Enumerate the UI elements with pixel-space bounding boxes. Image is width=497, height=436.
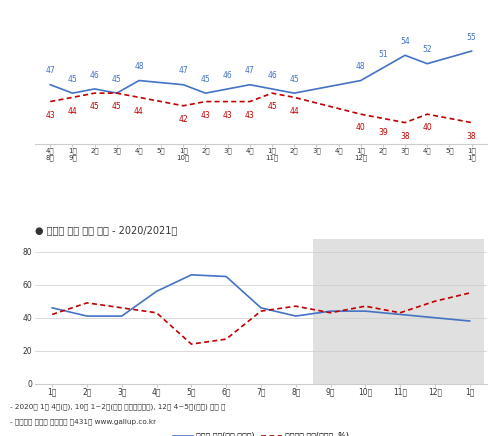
Text: 43: 43	[201, 111, 210, 120]
Text: 38: 38	[467, 132, 476, 141]
Text: 44: 44	[68, 107, 78, 116]
Text: 51: 51	[378, 50, 388, 59]
Text: 45: 45	[112, 75, 122, 84]
Text: 43: 43	[45, 111, 55, 120]
Text: 39: 39	[378, 128, 388, 136]
Text: 45: 45	[201, 75, 210, 84]
Text: 45: 45	[289, 75, 299, 84]
Text: 48: 48	[134, 62, 144, 71]
Bar	[313, 238, 484, 384]
Text: 45: 45	[112, 102, 122, 112]
Text: 43: 43	[245, 111, 255, 120]
Text: 40: 40	[356, 123, 366, 133]
Text: 47: 47	[245, 66, 255, 75]
Text: 47: 47	[178, 66, 188, 75]
Text: - 한국갤럽 데일리 오피니언 제431호 www.gallup.co.kr: - 한국갤럽 데일리 오피니언 제431호 www.gallup.co.kr	[10, 419, 156, 425]
Text: 42: 42	[178, 115, 188, 124]
Text: 45: 45	[90, 102, 99, 112]
Text: 46: 46	[223, 71, 233, 80]
Text: 44: 44	[289, 107, 299, 116]
Text: 55: 55	[467, 33, 477, 42]
Text: - 2020년 1월 4주(설), 10월 1~2주(추석 특별방역기간), 12월 4~5주(연말) 조사 쉼: - 2020년 1월 4주(설), 10월 1~2주(추석 특별방역기간), 1…	[10, 403, 225, 410]
Text: 52: 52	[422, 45, 432, 54]
Text: 38: 38	[400, 132, 410, 141]
Text: 46: 46	[267, 71, 277, 80]
Text: 46: 46	[90, 71, 99, 80]
Text: 45: 45	[68, 75, 78, 84]
Text: 40: 40	[422, 123, 432, 133]
Text: 54: 54	[400, 37, 410, 46]
Text: 44: 44	[134, 107, 144, 116]
Text: ● 대통령 직무 수행 평가 - 2020/2021년: ● 대통령 직무 수행 평가 - 2020/2021년	[35, 225, 177, 235]
Legend: 잘하고 있다(직무 긍정률), 잘못하고 있다(부정률, %): 잘하고 있다(직무 긍정률), 잘못하고 있다(부정률, %)	[170, 428, 352, 436]
Text: 47: 47	[45, 66, 55, 75]
Text: 48: 48	[356, 62, 365, 71]
Text: 43: 43	[223, 111, 233, 120]
Text: 45: 45	[267, 102, 277, 112]
